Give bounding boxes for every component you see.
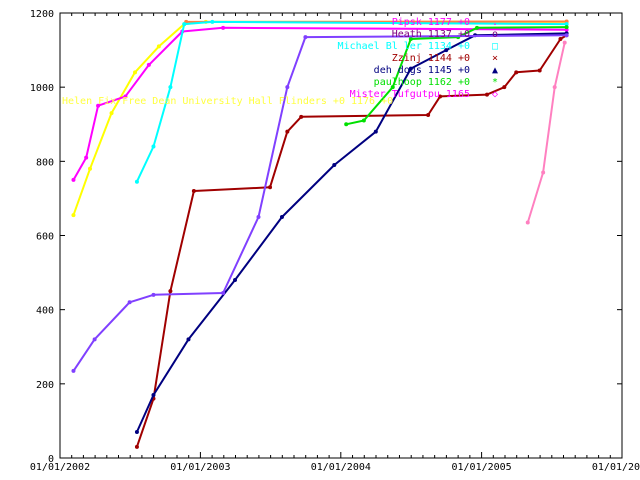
data-point <box>564 33 569 38</box>
data-point <box>84 155 89 160</box>
data-point <box>256 214 261 219</box>
data-point <box>71 177 76 182</box>
data-point <box>168 85 173 90</box>
data-point <box>88 166 93 171</box>
x-tick-label: 01/01/2006 <box>592 462 640 473</box>
data-point <box>541 170 546 175</box>
data-point <box>134 179 139 184</box>
legend-label: Zzinj 1144 +0 <box>392 53 470 64</box>
data-point <box>186 337 191 342</box>
data-point <box>438 94 443 99</box>
data-point <box>182 22 187 27</box>
series-line <box>135 20 567 183</box>
data-point <box>444 48 449 53</box>
series-layer <box>71 19 569 449</box>
series-2 <box>71 25 569 182</box>
plot-frame <box>59 12 623 459</box>
legend-marker: ▲ <box>492 65 498 76</box>
x-tick-label: 01/01/2002 <box>30 462 90 473</box>
legend-marker: * <box>492 77 498 88</box>
series-line <box>72 26 567 181</box>
floating-series-label: Helen Fix Free Dean University Hall Flin… <box>62 96 393 107</box>
data-point <box>123 94 128 99</box>
data-point <box>408 36 413 41</box>
data-point <box>344 122 349 127</box>
x-tick-label: 01/01/2004 <box>311 462 371 473</box>
data-point <box>168 289 173 294</box>
data-point <box>285 129 290 134</box>
series-7 <box>71 33 569 373</box>
data-point <box>279 214 284 219</box>
series-line <box>526 42 566 223</box>
series-3 <box>134 19 569 184</box>
data-point <box>361 118 366 123</box>
data-point <box>210 19 215 24</box>
data-point <box>191 189 196 193</box>
data-point <box>109 111 114 116</box>
data-point <box>134 430 139 435</box>
legend-marker: ◇ <box>492 89 498 100</box>
legend-label: paulhoop 1162 +0 <box>374 77 470 88</box>
data-point <box>564 22 569 27</box>
data-point <box>502 85 507 90</box>
legend-marker: . <box>492 17 498 28</box>
data-point <box>96 103 101 108</box>
data-point <box>558 36 563 41</box>
data-point <box>562 40 567 45</box>
x-tick-label: 01/01/2003 <box>170 462 230 473</box>
data-point <box>151 292 156 297</box>
data-point <box>221 25 226 30</box>
y-tick-label: 1200 <box>30 9 54 20</box>
data-point <box>156 44 161 49</box>
data-point <box>127 300 132 305</box>
legend-marker: □ <box>492 41 498 52</box>
data-point <box>484 92 489 97</box>
x-tick-label: 01/01/2005 <box>451 462 511 473</box>
data-point <box>408 66 413 71</box>
data-point <box>426 112 431 117</box>
series-8 <box>525 40 567 225</box>
data-point <box>133 70 138 75</box>
y-tick-label: 600 <box>36 232 54 243</box>
data-point <box>373 129 378 134</box>
data-point <box>71 368 76 373</box>
data-point <box>146 62 151 67</box>
legend-label: Heath 1137 +0 <box>392 29 470 40</box>
legend-marker: × <box>492 53 498 64</box>
data-point <box>390 85 395 90</box>
data-point <box>92 337 97 342</box>
y-tick-label: 0 <box>48 454 54 465</box>
legend-label: Pipsk 1177 +0 <box>392 17 470 28</box>
data-point <box>332 163 337 168</box>
data-point <box>134 444 139 449</box>
data-point <box>564 25 569 30</box>
y-tick-label: 400 <box>36 306 54 317</box>
data-point <box>299 114 304 119</box>
data-point <box>537 68 542 73</box>
legend-marker: o <box>492 29 498 40</box>
legend-label: Mister Tufgutpu 1165 <box>350 89 470 100</box>
y-tick-label: 800 <box>36 157 54 168</box>
data-point <box>474 25 479 30</box>
axes: 0 200 400 600 800 1000 1200 01/01/2002 01/01/200… <box>30 9 640 473</box>
data-point <box>552 85 557 90</box>
data-point <box>151 144 156 149</box>
data-point <box>151 392 156 397</box>
data-point <box>221 290 226 295</box>
data-point <box>285 85 290 90</box>
y-tick-label: 1000 <box>30 83 54 94</box>
legend-label: deh dogs 1145 +0 <box>374 65 470 76</box>
data-point <box>268 185 273 190</box>
data-point <box>233 278 238 282</box>
data-point <box>525 220 530 225</box>
data-point <box>303 35 308 40</box>
y-tick-label: 200 <box>36 380 54 391</box>
legend: Pipsk 1177 +0 . Heath 1137 +0 o Michael Bl l… <box>62 17 498 107</box>
data-point <box>71 213 76 218</box>
data-point <box>514 70 519 75</box>
legend-label: Michael Bl ler 1134 +0 <box>338 41 470 52</box>
